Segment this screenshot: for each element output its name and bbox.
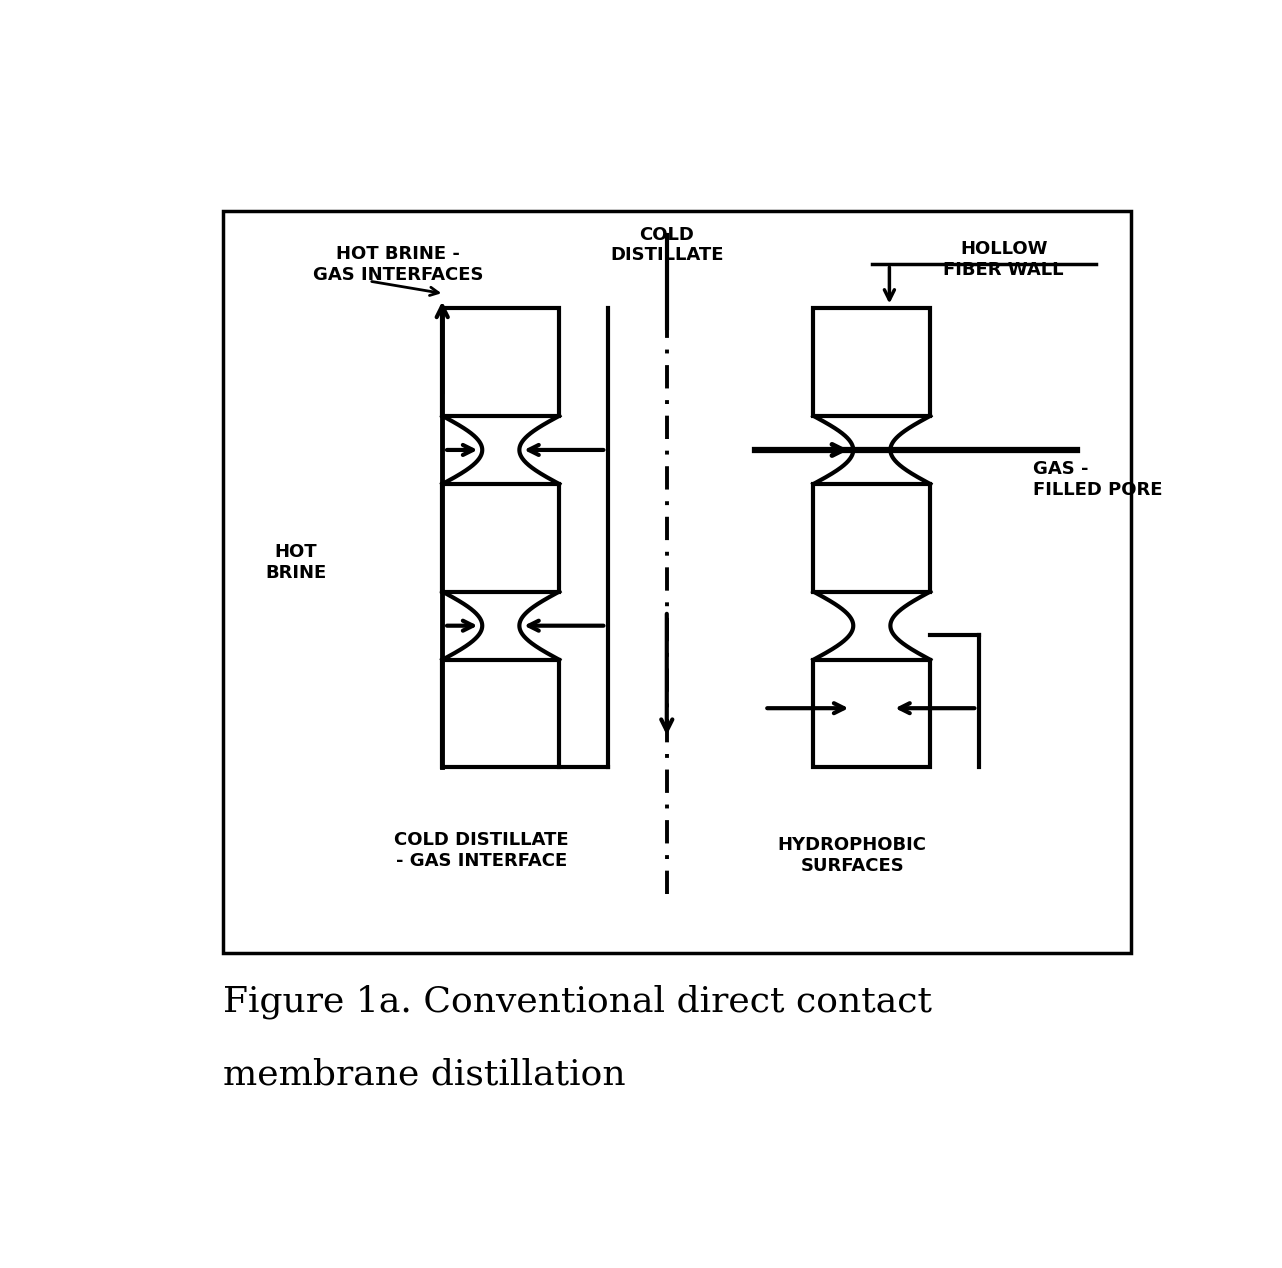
Bar [223, 210, 1131, 952]
Text: GAS -
FILLED PORE: GAS - FILLED PORE [1033, 460, 1163, 498]
Polygon shape [813, 416, 931, 484]
Bar [813, 659, 931, 767]
Text: HOT
BRINE: HOT BRINE [265, 543, 327, 582]
Polygon shape [813, 591, 931, 659]
Text: membrane distillation: membrane distillation [223, 1058, 626, 1092]
Text: HOT BRINE -
GAS INTERFACES: HOT BRINE - GAS INTERFACES [313, 245, 483, 284]
Polygon shape [442, 416, 559, 484]
Text: HOLLOW
FIBER WALL: HOLLOW FIBER WALL [944, 240, 1064, 279]
Bar [442, 659, 559, 767]
Bar [813, 484, 931, 591]
Text: COLD DISTILLATE
- GAS INTERFACE: COLD DISTILLATE - GAS INTERFACE [394, 831, 569, 870]
Text: Figure 1a. Conventional direct contact: Figure 1a. Conventional direct contact [223, 984, 932, 1019]
Bar [442, 308, 559, 416]
Text: HYDROPHOBIC
SURFACES: HYDROPHOBIC SURFACES [778, 836, 927, 875]
Text: COLD
DISTILLATE: COLD DISTILLATE [610, 226, 723, 264]
Bar [442, 484, 559, 591]
Polygon shape [442, 591, 559, 659]
Bar [813, 308, 931, 416]
